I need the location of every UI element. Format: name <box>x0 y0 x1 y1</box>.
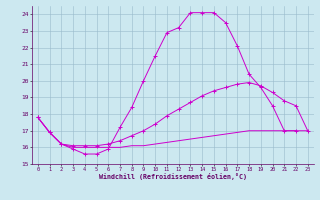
X-axis label: Windchill (Refroidissement éolien,°C): Windchill (Refroidissement éolien,°C) <box>99 173 247 180</box>
